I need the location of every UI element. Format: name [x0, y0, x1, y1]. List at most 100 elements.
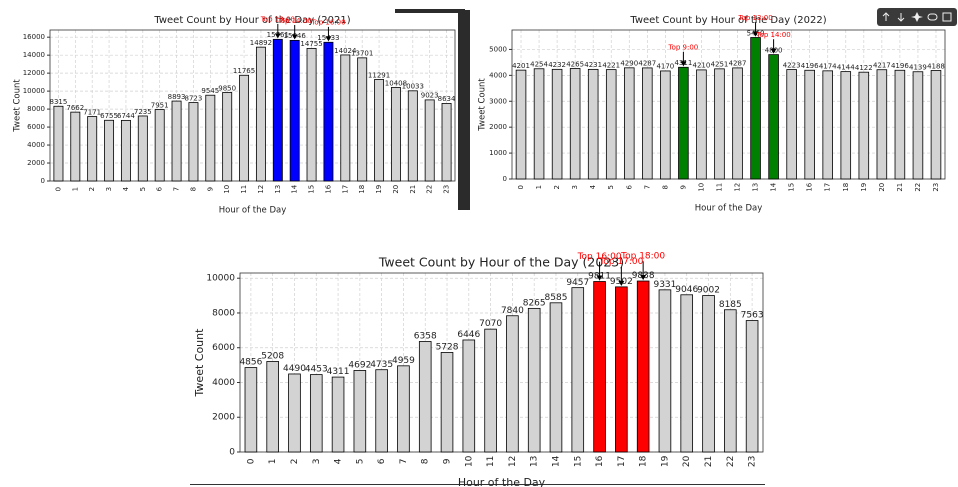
x-tick-label: 3 — [571, 185, 579, 189]
bottom-rule — [190, 484, 765, 485]
value-label: 9331 — [653, 280, 676, 290]
icon-link[interactable] — [927, 13, 938, 21]
x-tick-label: 4 — [122, 186, 130, 191]
value-label: 4231 — [584, 61, 602, 69]
x-tick-label: 0 — [54, 187, 62, 191]
y-tick-label: 14000 — [23, 51, 45, 59]
y-tick-label: 2000 — [212, 413, 235, 423]
x-tick-label: 0 — [517, 185, 525, 189]
x-tick-label: 13 — [752, 183, 760, 192]
value-label: 6744 — [117, 112, 135, 120]
bar — [636, 280, 650, 453]
x-tick-label: 14 — [291, 184, 299, 193]
bar — [462, 339, 476, 453]
y-tick-label: 8000 — [27, 105, 45, 113]
bar — [375, 369, 388, 453]
bar — [272, 38, 283, 182]
x-tick-label: 19 — [375, 185, 383, 194]
bar — [745, 320, 759, 453]
value-label: 4221 — [602, 61, 620, 69]
x-tick-label: 10 — [464, 455, 474, 467]
x-tick-label: 21 — [409, 185, 417, 194]
x-tick-label: 7 — [399, 459, 409, 465]
value-label: 4170 — [656, 63, 674, 71]
value-label: 9002 — [697, 286, 720, 296]
y-tick-label: 4000 — [27, 141, 45, 149]
x-tick-label: 17 — [341, 185, 349, 194]
x-tick-label: 8 — [661, 185, 669, 189]
x-tick-label: 8 — [189, 187, 197, 191]
bar — [266, 361, 279, 453]
y-tick-label: 6000 — [27, 123, 45, 131]
value-label: 8585 — [545, 293, 568, 303]
bar — [605, 69, 617, 180]
bar — [804, 69, 815, 180]
bar — [593, 281, 606, 453]
bar — [205, 94, 216, 182]
y-tick-label: 10000 — [206, 274, 235, 284]
bar — [323, 41, 334, 182]
icon-down[interactable] — [897, 13, 905, 22]
bar — [171, 100, 182, 182]
bar — [724, 309, 737, 453]
x-tick-label: 23 — [748, 456, 758, 467]
x-tick-label: 10 — [697, 183, 705, 192]
x-tick-label: 7 — [173, 187, 181, 191]
x-tick-label: 2 — [88, 187, 96, 191]
value-label: 8265 — [523, 298, 546, 308]
x-tick-label: 18 — [842, 183, 850, 192]
value-label: 9457 — [566, 278, 589, 288]
y-tick-label: 2000 — [489, 123, 507, 131]
x-tick-label: 6 — [377, 458, 387, 464]
annotation-arrowhead — [274, 33, 281, 39]
bar — [120, 119, 131, 182]
chart-title: Tweet Count by Hour of the Day (2022) — [629, 15, 826, 26]
x-axis-label: Hour of the Day — [458, 476, 546, 487]
bar — [484, 328, 497, 453]
value-label: 6755 — [100, 112, 118, 120]
bar — [340, 54, 351, 182]
y-tick-label: 0 — [229, 448, 235, 458]
value-label: 4196 — [801, 62, 819, 70]
x-tick-label: 12 — [257, 185, 265, 194]
x-tick-label: 9 — [679, 185, 687, 189]
x-tick-label: 20 — [878, 183, 886, 192]
value-label: 11291 — [368, 71, 390, 79]
value-label: 4265 — [566, 60, 584, 68]
x-tick-label: 18 — [358, 185, 366, 194]
value-label: 4490 — [283, 364, 306, 374]
bar — [309, 374, 323, 453]
bar — [70, 111, 81, 182]
y-tick-label: 16000 — [23, 33, 45, 41]
icon-up[interactable] — [882, 12, 890, 21]
value-label: 13701 — [351, 50, 373, 58]
x-tick-label: 20 — [682, 455, 692, 467]
value-label: 7951 — [151, 101, 169, 109]
y-tick-label: 0 — [41, 177, 45, 185]
bar — [154, 109, 165, 182]
bar — [527, 307, 541, 453]
value-label: 4692 — [348, 361, 371, 371]
y-tick-label: 1000 — [489, 149, 507, 157]
x-tick-label: 8 — [421, 458, 431, 464]
x-tick-label: 11 — [240, 185, 248, 194]
x-tick-label: 11 — [715, 183, 723, 192]
y-axis-label: Tweet Count — [193, 328, 206, 398]
value-label: 4201 — [512, 62, 530, 70]
x-tick-label: 22 — [914, 183, 922, 192]
x-tick-label: 5 — [139, 187, 147, 191]
bar — [255, 46, 266, 182]
bar — [137, 115, 148, 182]
icon-menu[interactable] — [942, 12, 952, 22]
x-tick-label: 19 — [860, 183, 868, 192]
value-label: 9023 — [421, 92, 439, 100]
x-tick-label: 17 — [824, 183, 832, 192]
x-tick-label: 1 — [535, 185, 543, 189]
icon-star[interactable] — [911, 12, 923, 22]
annotation-arrowhead — [291, 34, 298, 40]
bar — [551, 68, 563, 180]
bar — [840, 71, 852, 180]
annotation-arrowhead — [618, 280, 625, 286]
annotation: Top 16:00 — [310, 19, 345, 27]
x-tick-label: 20 — [392, 185, 400, 194]
